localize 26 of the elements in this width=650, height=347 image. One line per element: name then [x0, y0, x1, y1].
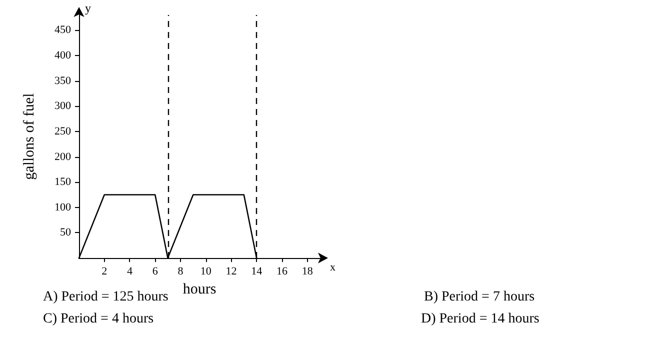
y-tick-label: 150	[54, 176, 72, 188]
y-tick-label: 250	[54, 125, 72, 138]
y-tick-label: 50	[60, 226, 72, 239]
x-tick-label: 8	[178, 266, 184, 278]
y-tick-label: 350	[54, 74, 72, 87]
x-tick-label: 2	[102, 266, 108, 278]
x-tick-label: 18	[302, 266, 314, 278]
text: y	[85, 1, 91, 15]
text: B) Period = 7 hours	[424, 290, 535, 304]
x-axis-title: hours	[182, 281, 216, 298]
y-tick-label: 450	[54, 24, 72, 36]
x-tick-label: 6	[152, 266, 158, 278]
text: D) Period = 14 hours	[421, 312, 540, 326]
text: x	[330, 262, 336, 274]
x-tick-label: 4	[126, 266, 133, 278]
x-tick-label: 12	[226, 266, 237, 278]
y-tick-label: 300	[54, 100, 72, 112]
text: C) Period = 4 hours	[43, 312, 154, 326]
y-tick-label: 200	[54, 150, 72, 163]
x-tick-label: 10	[200, 266, 212, 278]
x-tick-label: 16	[276, 266, 288, 278]
y-tick-label: 100	[54, 201, 72, 214]
y-axis-title: gallons of fuel	[22, 93, 38, 180]
text: A) Period = 125 hours	[43, 290, 168, 304]
y-tick-label: 400	[54, 50, 72, 62]
x-tick-label: 14	[251, 266, 263, 278]
